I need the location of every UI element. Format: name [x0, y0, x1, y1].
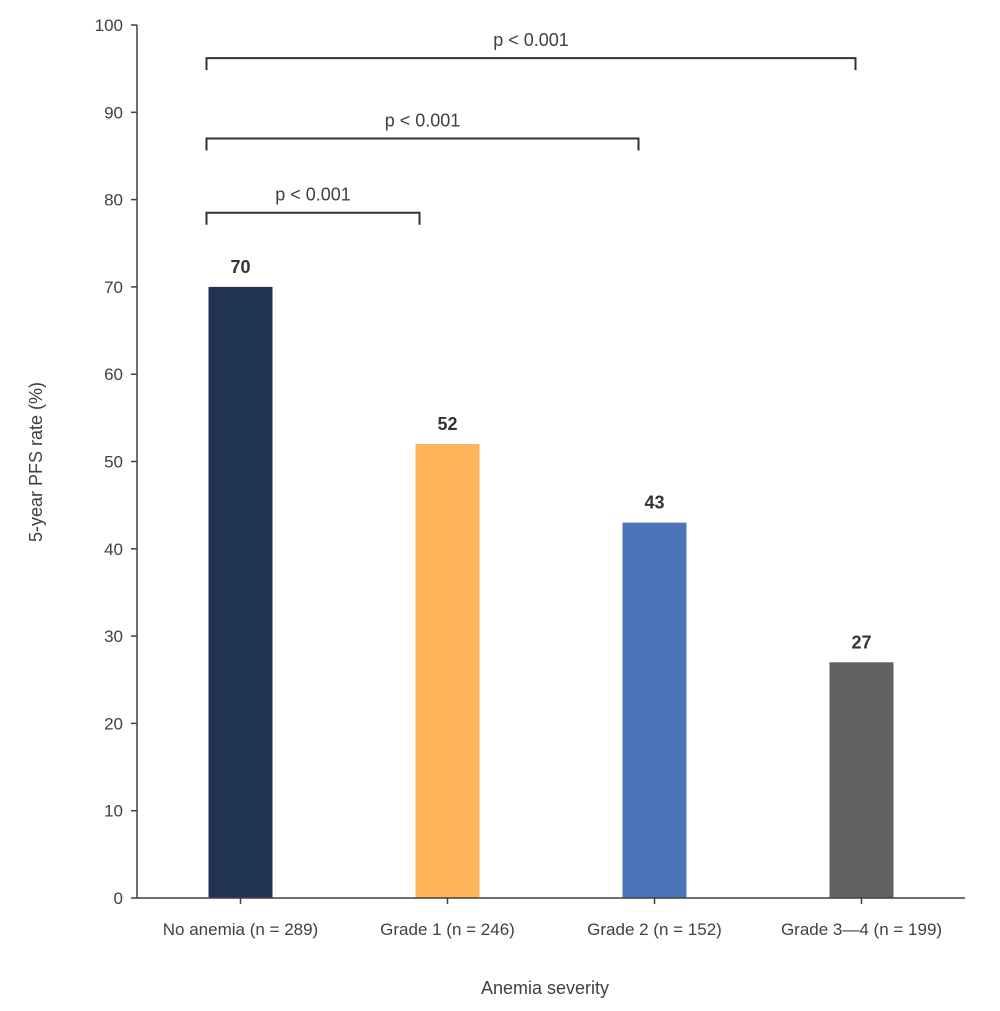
y-tick-label: 60 — [104, 365, 123, 384]
y-tick-label: 80 — [104, 191, 123, 210]
bar-value-label: 27 — [851, 632, 871, 652]
bar — [415, 444, 480, 898]
x-axis-title: Anemia severity — [481, 978, 609, 998]
y-tick-label: 90 — [104, 103, 123, 122]
bar-value-label: 70 — [230, 257, 250, 277]
x-category-label: Grade 3—4 (n = 199) — [781, 920, 942, 939]
significance-brackets: p < 0.001 p < 0.001 p < 0.001 — [205, 30, 857, 225]
significance-bracket — [205, 57, 857, 71]
p-value-label: p < 0.001 — [275, 185, 351, 205]
x-category-label: No anemia (n = 289) — [163, 920, 318, 939]
y-tick-label: 10 — [104, 802, 123, 821]
x-category-label: Grade 1 (n = 246) — [380, 920, 515, 939]
p-value-label: p < 0.001 — [385, 110, 461, 130]
x-category-label: Grade 2 (n = 152) — [587, 920, 722, 939]
y-tick-label: 100 — [95, 16, 123, 35]
bar — [622, 522, 687, 898]
y-tick-label: 50 — [104, 453, 123, 472]
y-tick-label: 40 — [104, 540, 123, 559]
y-tick-label: 20 — [104, 714, 123, 733]
bar-value-label: 52 — [437, 414, 457, 434]
significance-bracket — [205, 211, 421, 225]
y-tick-label: 70 — [104, 278, 123, 297]
y-axis-ticks: 0 10 20 30 40 50 60 70 80 90 100 — [95, 16, 137, 908]
bars: 70 52 43 27 — [208, 257, 894, 898]
y-axis-title: 5-year PFS rate (%) — [26, 382, 46, 542]
y-tick-label: 0 — [114, 889, 123, 908]
y-tick-label: 30 — [104, 627, 123, 646]
bar — [208, 286, 273, 898]
bar-value-label: 43 — [644, 493, 664, 513]
significance-bracket — [205, 137, 640, 151]
x-axis-categories: No anemia (n = 289) Grade 1 (n = 246) Grad… — [163, 898, 942, 939]
p-value-label: p < 0.001 — [493, 30, 569, 50]
bar — [829, 662, 894, 898]
